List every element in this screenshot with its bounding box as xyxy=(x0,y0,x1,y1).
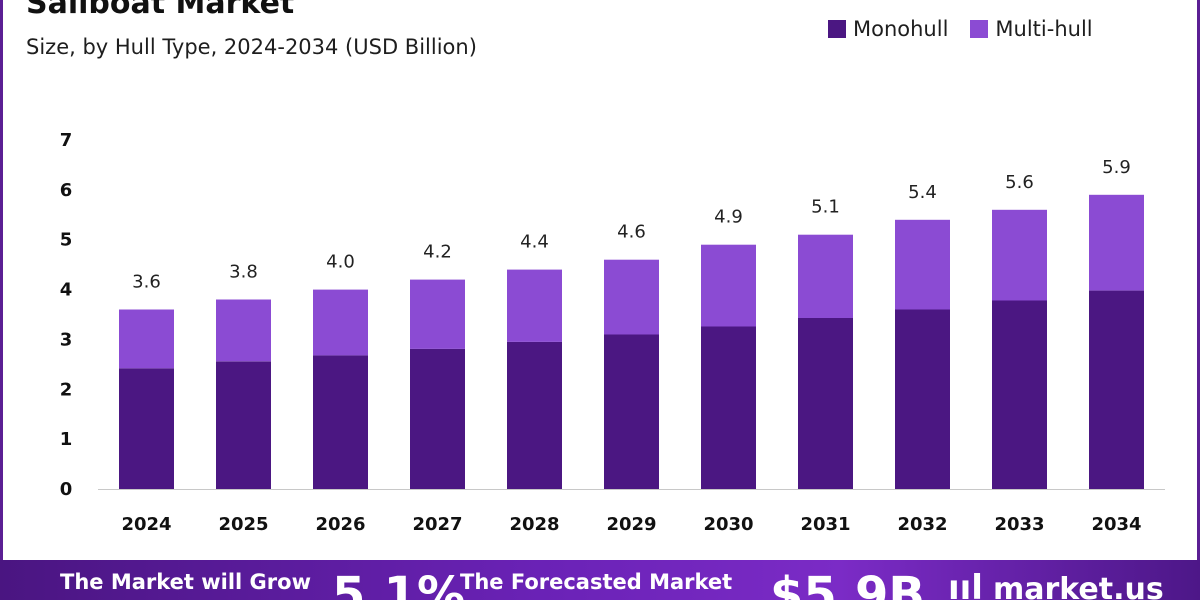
legend-label-monohull: Monohull xyxy=(853,17,949,41)
bar-total-label: 5.6 xyxy=(1005,172,1034,193)
bar-monohull-2028 xyxy=(507,341,562,489)
x-tick-label: 2026 xyxy=(315,514,365,535)
bar-monohull-2033 xyxy=(992,300,1047,489)
y-tick-label: 7 xyxy=(60,130,73,151)
bar-multihull-2031 xyxy=(798,234,853,318)
bar-monohull-2030 xyxy=(701,326,756,489)
bar-multihull-2026 xyxy=(313,289,368,356)
bar-multihull-2028 xyxy=(507,269,562,342)
y-tick-label: 5 xyxy=(60,230,73,251)
x-tick-label: 2033 xyxy=(994,514,1044,535)
footer-banner: The Market will Grow 5.1% The Forecasted… xyxy=(0,560,1200,600)
chart-legend: Monohull Multi-hull xyxy=(828,16,1115,42)
bar-total-label: 3.8 xyxy=(229,262,258,283)
bar-total-label: 4.0 xyxy=(326,252,355,273)
x-tick-label: 2029 xyxy=(606,514,656,535)
bar-total-label: 5.9 xyxy=(1102,157,1131,178)
y-tick-label: 3 xyxy=(60,329,73,350)
bar-multihull-2034 xyxy=(1089,194,1144,291)
x-tick-label: 2025 xyxy=(218,514,268,535)
chart-title: Sailboat Market xyxy=(26,0,295,21)
x-axis: 2024 2025 2026 2027 2028 2029 2030 2031 2032 2033… xyxy=(121,514,1141,535)
x-tick-label: 2027 xyxy=(412,514,462,535)
legend-swatch-multihull xyxy=(970,20,989,38)
y-tick-label: 0 xyxy=(60,479,73,500)
bar-monohull-2029 xyxy=(604,334,659,489)
y-tick-label: 2 xyxy=(60,379,73,400)
bar-total-label: 4.2 xyxy=(423,242,452,263)
bar-total-label: 4.6 xyxy=(617,222,646,243)
bar-monohull-2027 xyxy=(410,348,465,489)
chart-subtitle: Size, by Hull Type, 2024-2034 (USD Billi… xyxy=(26,35,477,59)
bar-chart-logo-icon: ııl xyxy=(948,568,983,600)
bar-multihull-2029 xyxy=(604,259,659,335)
y-tick-label: 1 xyxy=(60,429,73,450)
legend-label-multihull: Multi-hull xyxy=(995,17,1093,41)
frame-right-border xyxy=(1197,0,1200,560)
y-axis: 0 1 2 3 4 5 6 7 xyxy=(60,130,73,500)
x-tick-label: 2028 xyxy=(509,514,559,535)
bar-total-label: 4.4 xyxy=(520,232,549,253)
banner-cagr-value: 5.1% xyxy=(332,567,466,600)
bar-total-label: 5.4 xyxy=(908,182,937,203)
bar-monohull-2025 xyxy=(216,361,271,489)
y-tick-label: 6 xyxy=(60,180,73,201)
bar-multihull-2030 xyxy=(701,244,756,327)
bar-chart: 0 1 2 3 4 5 6 7 3.6 3.8 4.0 4.2 4.4 4.6 4.9 5.1 5.4 5.6 5… xyxy=(60,130,1165,535)
x-tick-label: 2030 xyxy=(703,514,753,535)
bar-multihull-2032 xyxy=(895,219,950,310)
bar-multihull-2027 xyxy=(410,279,465,349)
legend-item-monohull: Monohull xyxy=(828,17,948,41)
banner-forecast-text: The Forecasted Market xyxy=(460,570,733,594)
bar-monohull-2034 xyxy=(1089,290,1144,489)
x-tick-label: 2032 xyxy=(897,514,947,535)
brand-logo: ııl market.us xyxy=(948,571,1164,600)
bar-monohull-2026 xyxy=(313,355,368,489)
frame-left-border xyxy=(0,0,3,560)
brand-logo-text: market.us xyxy=(992,572,1164,600)
bar-multihull-2025 xyxy=(216,299,271,362)
bar-monohull-2031 xyxy=(798,318,853,489)
bar-monohull-2024 xyxy=(119,368,174,489)
x-tick-label: 2034 xyxy=(1091,514,1141,535)
y-tick-label: 4 xyxy=(60,280,73,301)
x-tick-label: 2024 xyxy=(121,514,171,535)
bar-total-label: 3.6 xyxy=(132,272,161,293)
bar-multihull-2024 xyxy=(119,309,174,369)
legend-item-multihull: Multi-hull xyxy=(970,17,1093,41)
x-tick-label: 2031 xyxy=(800,514,850,535)
banner-grow-text: The Market will Grow xyxy=(60,570,311,594)
banner-forecast-value: $5.9B xyxy=(770,567,926,600)
bar-monohull-2032 xyxy=(895,309,950,489)
bar-series-group: 3.6 3.8 4.0 4.2 4.4 4.6 4.9 5.1 5.4 5.6 5.9 xyxy=(119,157,1144,489)
bar-total-label: 4.9 xyxy=(714,207,743,228)
bar-total-label: 5.1 xyxy=(811,197,840,218)
legend-swatch-monohull xyxy=(828,20,846,38)
bar-multihull-2033 xyxy=(992,209,1047,301)
